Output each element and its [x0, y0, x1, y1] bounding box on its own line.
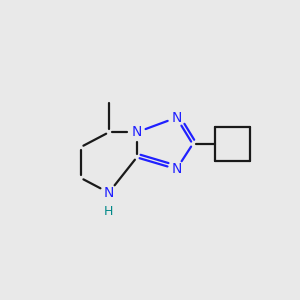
Text: N: N — [171, 162, 182, 176]
Text: N: N — [132, 125, 142, 139]
Text: N: N — [171, 111, 182, 124]
Text: N: N — [103, 186, 114, 200]
Text: H: H — [104, 205, 113, 218]
